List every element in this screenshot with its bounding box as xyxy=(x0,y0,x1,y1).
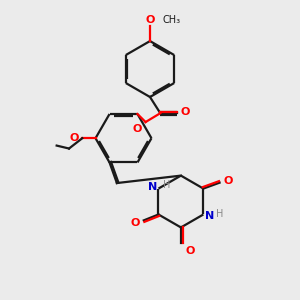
Text: N: N xyxy=(205,211,214,221)
Text: O: O xyxy=(133,124,142,134)
Text: O: O xyxy=(185,246,195,256)
Text: O: O xyxy=(181,107,190,117)
Text: H: H xyxy=(216,209,224,220)
Text: O: O xyxy=(131,218,140,228)
Text: O: O xyxy=(223,176,232,186)
Text: CH₃: CH₃ xyxy=(162,15,181,25)
Text: H: H xyxy=(163,180,170,190)
Text: N: N xyxy=(148,182,157,192)
Text: O: O xyxy=(70,133,79,142)
Text: O: O xyxy=(146,15,155,25)
